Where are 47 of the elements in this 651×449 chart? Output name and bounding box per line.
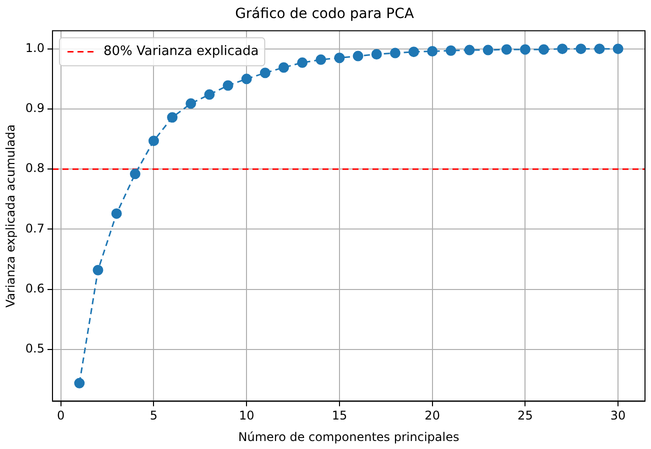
x-tick-label: 5 bbox=[150, 408, 158, 423]
point bbox=[316, 54, 326, 65]
point bbox=[427, 46, 438, 56]
point bbox=[204, 89, 215, 100]
point bbox=[260, 68, 270, 78]
point bbox=[390, 48, 400, 58]
y-tick-label: 0.8 bbox=[25, 161, 44, 176]
point bbox=[297, 57, 308, 68]
point bbox=[241, 74, 252, 84]
y-tick-label: 0.7 bbox=[25, 221, 44, 236]
point bbox=[538, 44, 550, 55]
point bbox=[111, 208, 122, 219]
x-tick-label: 25 bbox=[518, 408, 533, 423]
x-tick-label: 0 bbox=[57, 408, 65, 423]
point bbox=[352, 50, 364, 62]
x-tick-label: 15 bbox=[332, 408, 348, 423]
point bbox=[501, 44, 512, 55]
point bbox=[576, 44, 586, 54]
point bbox=[92, 264, 104, 276]
y-tick-label: 1.0 bbox=[25, 40, 44, 55]
y-tick-label: 0.9 bbox=[25, 101, 44, 116]
point bbox=[167, 112, 178, 123]
y-tick-label: 0.6 bbox=[25, 281, 44, 296]
point bbox=[482, 44, 494, 56]
point bbox=[557, 44, 568, 54]
point bbox=[148, 136, 159, 146]
point bbox=[222, 80, 234, 91]
point bbox=[464, 44, 475, 56]
point bbox=[278, 62, 289, 73]
point bbox=[371, 49, 382, 60]
point bbox=[520, 44, 530, 55]
point bbox=[446, 45, 456, 56]
point bbox=[74, 378, 85, 388]
point bbox=[408, 46, 419, 58]
chart-title: Gráfico de codo para PCA bbox=[235, 6, 414, 22]
legend-label: 80% Varianza explicada bbox=[103, 44, 259, 60]
point bbox=[130, 168, 140, 180]
y-tick-label: 0.5 bbox=[25, 342, 44, 356]
x-tick-label: 20 bbox=[424, 408, 440, 423]
x-tick-label: 10 bbox=[238, 408, 254, 423]
point bbox=[594, 44, 605, 54]
y-axis-title: Varianza explicada acumulada bbox=[3, 124, 18, 308]
point bbox=[612, 44, 624, 54]
point bbox=[186, 98, 196, 109]
point bbox=[334, 52, 345, 64]
x-axis-title: Número de componentes principales bbox=[238, 430, 460, 444]
x-tick-label: 30 bbox=[610, 408, 626, 423]
